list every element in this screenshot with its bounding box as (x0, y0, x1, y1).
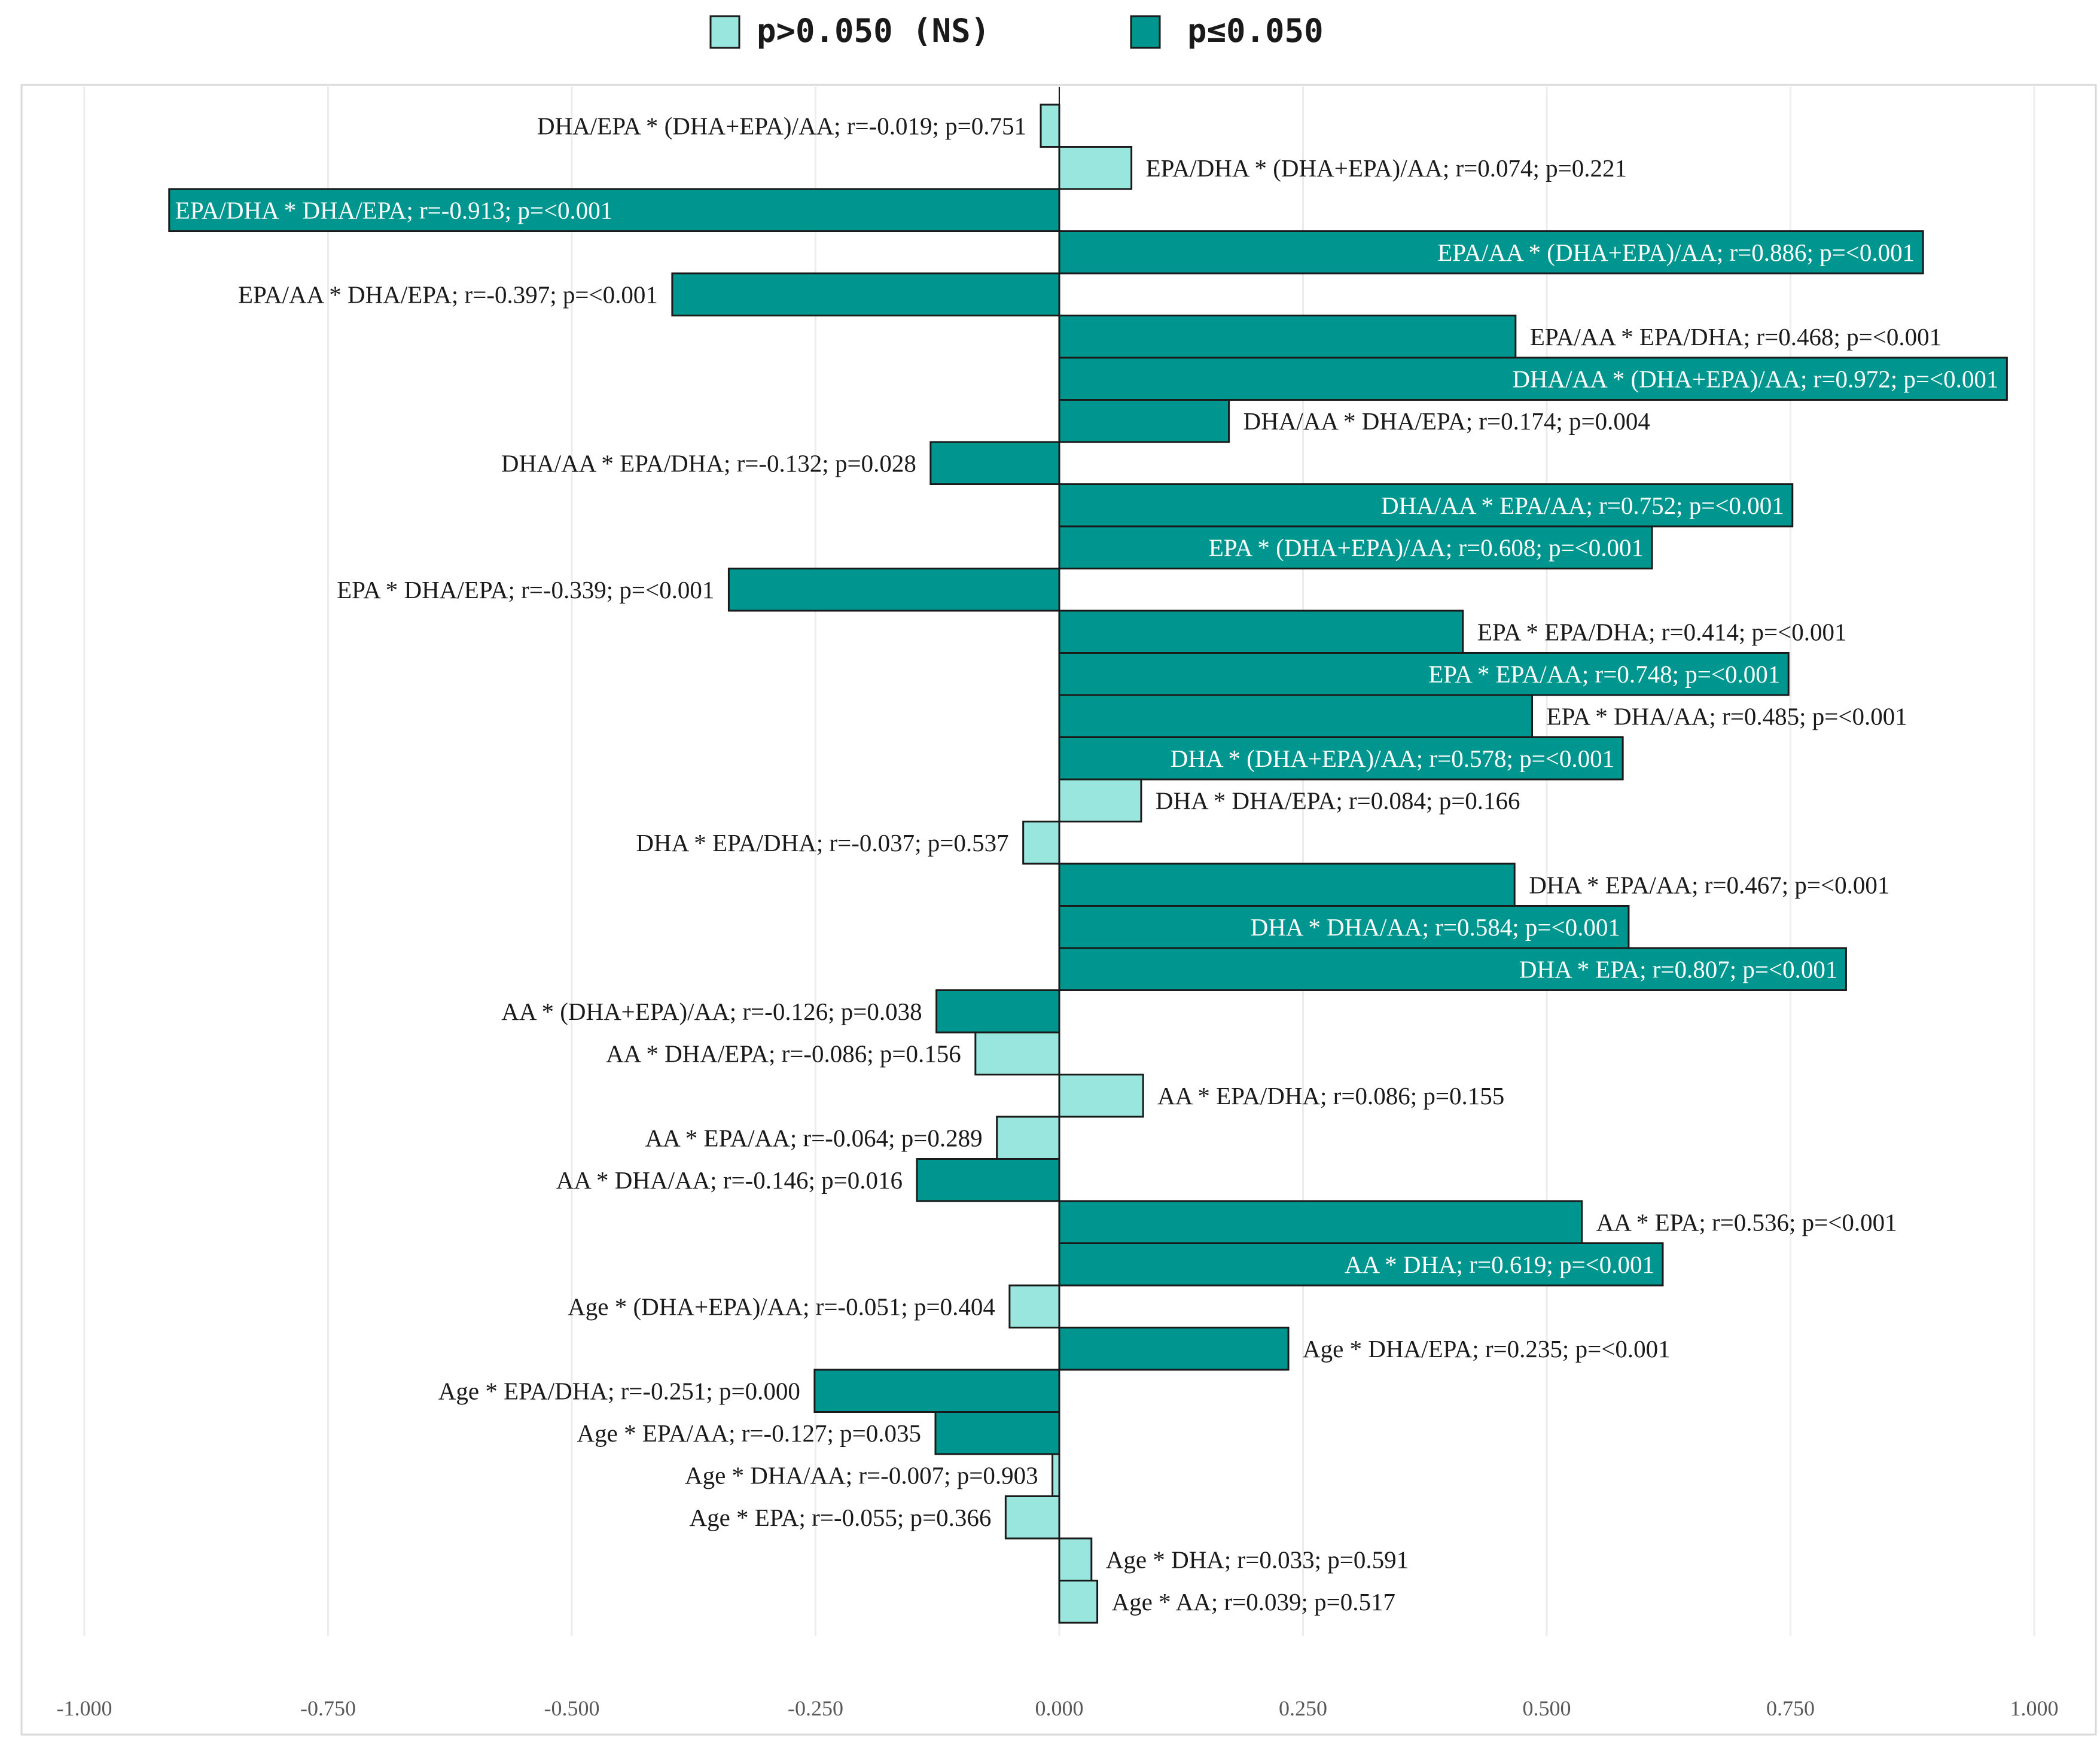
bar-label: AA * DHA/AA; r=-0.146; p=0.016 (556, 1166, 903, 1194)
bar (1058, 356, 2008, 401)
bar-label: Age * DHA/AA; r=-0.007; p=0.903 (685, 1461, 1038, 1489)
bar (1058, 947, 1847, 991)
bar (935, 989, 1060, 1034)
x-tick-label: -1.000 (57, 1696, 112, 1720)
legend-label-sig: p≤0.050 (1187, 12, 1324, 50)
x-tick-label: -0.750 (300, 1696, 356, 1720)
bar-label: DHA * EPA/DHA; r=-0.037; p=0.537 (636, 829, 1008, 857)
bar (1058, 863, 1516, 907)
bar-label: Age * EPA; r=-0.055; p=0.366 (690, 1504, 992, 1531)
bar-label: EPA * DHA/AA; r=0.485; p=<0.001 (1547, 702, 1907, 730)
bar (1058, 1242, 1664, 1287)
x-tick-label: 0.250 (1279, 1696, 1327, 1720)
bar-label: DHA/AA * DHA/EPA; r=0.174; p=0.004 (1243, 407, 1650, 435)
bar (1051, 1453, 1060, 1497)
bar (1058, 610, 1464, 654)
x-axis-ticks: -1.000 -0.750 -0.500 -0.250 0.000 0.250 0.500 0… (57, 1696, 2059, 1720)
bar-label: DHA/AA * (DHA+EPA)/AA; r=0.972; p=<0.001 (1512, 365, 1998, 392)
bar-label: DHA * DHA/EPA; r=0.084; p=0.166 (1156, 787, 1520, 814)
bar-label: Age * (DHA+EPA)/AA; r=-0.051; p=0.404 (568, 1293, 995, 1320)
bar-label: EPA * EPA/AA; r=0.748; p=<0.001 (1428, 660, 1780, 688)
bar (1058, 146, 1133, 190)
bar-label: DHA * (DHA+EPA)/AA; r=0.578; p=<0.001 (1171, 745, 1614, 772)
bar-label: EPA/DHA * (DHA+EPA)/AA; r=0.074; p=0.221 (1146, 154, 1627, 182)
bar (1058, 694, 1534, 738)
bar-label: EPA/DHA * DHA/EPA; r=-0.913; p=<0.001 (175, 196, 613, 224)
bar (1058, 736, 1624, 781)
bar (1040, 103, 1060, 148)
bar-label: AA * EPA; r=0.536; p=<0.001 (1596, 1208, 1897, 1236)
bar-label: EPA * (DHA+EPA)/AA; r=0.608; p=<0.001 (1209, 534, 1644, 561)
bar-label: Age * DHA/EPA; r=0.235; p=<0.001 (1303, 1335, 1671, 1363)
bar (671, 272, 1060, 316)
x-tick-label: -0.500 (544, 1696, 600, 1720)
bar-label: DHA/AA * EPA/DHA; r=-0.132; p=0.028 (501, 449, 916, 477)
bar-label: AA * DHA/EPA; r=-0.086; p=0.156 (606, 1040, 961, 1067)
bar (934, 1411, 1060, 1455)
x-tick-label: 1.000 (2010, 1696, 2059, 1720)
bar-label: EPA * EPA/DHA; r=0.414; p=<0.001 (1477, 618, 1847, 645)
x-tick-label: 0.000 (1035, 1696, 1084, 1720)
bar-label: EPA * DHA/EPA; r=-0.339; p=<0.001 (337, 576, 714, 604)
bar-label: AA * (DHA+EPA)/AA; r=-0.126; p=0.038 (501, 998, 922, 1025)
bar (916, 1158, 1060, 1202)
bar-label: Age * EPA/AA; r=-0.127; p=0.035 (577, 1419, 921, 1447)
bar (1058, 905, 1630, 949)
bar-label: Age * DHA; r=0.033; p=0.591 (1106, 1546, 1409, 1573)
bar (1058, 778, 1142, 822)
bar (1058, 1537, 1093, 1581)
bar (1058, 399, 1230, 443)
bar (727, 568, 1060, 612)
bar (1058, 315, 1517, 359)
legend-swatch-sig (1130, 15, 1161, 49)
bar (1058, 230, 1924, 275)
bar (974, 1031, 1060, 1075)
legend: p>0.050 (NS) p≤0.050 (709, 12, 1324, 50)
bar (1058, 1074, 1144, 1118)
bar-label: Age * EPA/DHA; r=-0.251; p=0.000 (438, 1377, 800, 1404)
bar-label: DHA/EPA * (DHA+EPA)/AA; r=-0.019; p=0.75… (537, 112, 1026, 139)
bar (1004, 1495, 1060, 1540)
legend-label-ns: p>0.050 (NS) (757, 12, 990, 50)
bar-label: AA * EPA/DHA; r=0.086; p=0.155 (1157, 1082, 1504, 1110)
bar-label: AA * DHA; r=0.619; p=<0.001 (1345, 1251, 1654, 1278)
bar (1058, 525, 1653, 569)
bar (1058, 1327, 1290, 1371)
bar-label: EPA/AA * (DHA+EPA)/AA; r=0.886; p=<0.001 (1437, 239, 1915, 266)
bar-label: AA * EPA/AA; r=-0.064; p=0.289 (645, 1124, 983, 1151)
bar (1022, 821, 1060, 865)
bar-label: DHA/AA * EPA/AA; r=0.752; p=<0.001 (1381, 492, 1784, 519)
bar (1008, 1284, 1060, 1328)
legend-swatch-ns (709, 15, 740, 49)
bar-label: DHA * EPA/AA; r=0.467; p=<0.001 (1529, 871, 1889, 898)
x-tick-label: -0.250 (788, 1696, 843, 1720)
bar (1058, 1580, 1099, 1624)
bar (996, 1116, 1060, 1160)
bar (1058, 1200, 1583, 1244)
bar-label: EPA/AA * EPA/DHA; r=0.468; p=<0.001 (1530, 323, 1941, 351)
bar (813, 1369, 1060, 1413)
bar (168, 188, 1060, 232)
bar-label: EPA/AA * DHA/EPA; r=-0.397; p=<0.001 (238, 281, 658, 308)
bar-label: DHA * EPA; r=0.807; p=<0.001 (1519, 955, 1838, 983)
bars (168, 103, 2008, 1624)
bar (1058, 652, 1790, 696)
bar-label: Age * AA; r=0.039; p=0.517 (1112, 1588, 1395, 1616)
bar-labels: DHA/EPA * (DHA+EPA)/AA; r=-0.019; p=0.75… (175, 112, 1999, 1616)
x-tick-label: 0.500 (1523, 1696, 1571, 1720)
x-tick-label: 0.750 (1766, 1696, 1815, 1720)
bar (929, 441, 1060, 485)
bar-label: DHA * DHA/AA; r=0.584; p=<0.001 (1251, 913, 1620, 941)
